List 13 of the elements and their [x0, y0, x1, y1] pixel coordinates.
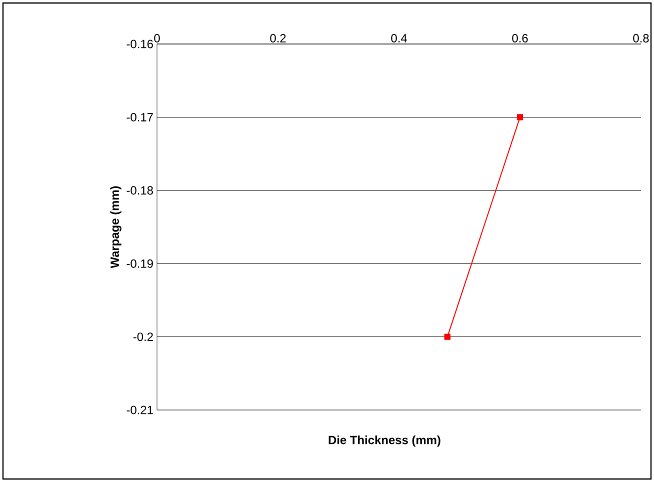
x-tick-label: 0.2	[270, 34, 286, 42]
x-tick-label: 0.6	[512, 34, 528, 42]
x-tick-label: 0.8	[633, 34, 649, 42]
y-tick-label: -0.17	[126, 112, 153, 122]
x-tick-label: 0	[154, 34, 160, 42]
y-tick-label: -0.21	[126, 406, 153, 414]
x-tick-label: 0.4	[391, 34, 407, 42]
x-axis-title: Die Thickness (mm)	[328, 435, 440, 447]
y-tick-label: -0.18	[126, 186, 153, 195]
y-axis-title: Warpage (mm)	[110, 186, 122, 268]
y-tick-label: -0.19	[126, 259, 153, 268]
y-tick-label: -0.2	[133, 332, 153, 342]
y-tick-label: -0.16	[126, 40, 153, 48]
